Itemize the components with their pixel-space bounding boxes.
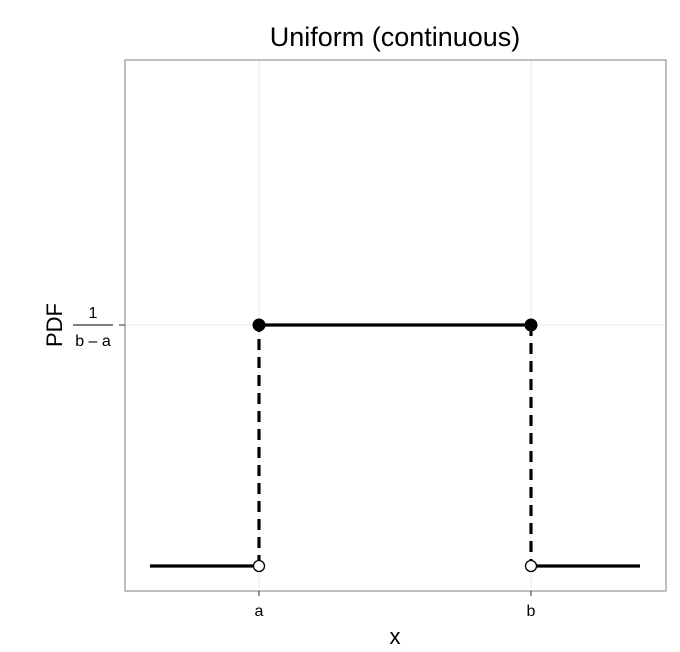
x-axis-title: x <box>390 624 401 649</box>
open-point-a <box>252 559 266 573</box>
chart-title: Uniform (continuous) <box>270 22 521 52</box>
x-tick-label-a: a <box>255 603 264 620</box>
closed-point-b <box>524 318 538 332</box>
x-tick-label-b: b <box>527 603 536 620</box>
y-axis-title: PDF <box>42 303 67 347</box>
data-marks <box>150 318 640 573</box>
open-point-b <box>524 559 538 573</box>
y-tick-numerator: 1 <box>89 305 98 322</box>
y-tick-denominator: b – a <box>75 333 111 350</box>
closed-point-a <box>252 318 266 332</box>
